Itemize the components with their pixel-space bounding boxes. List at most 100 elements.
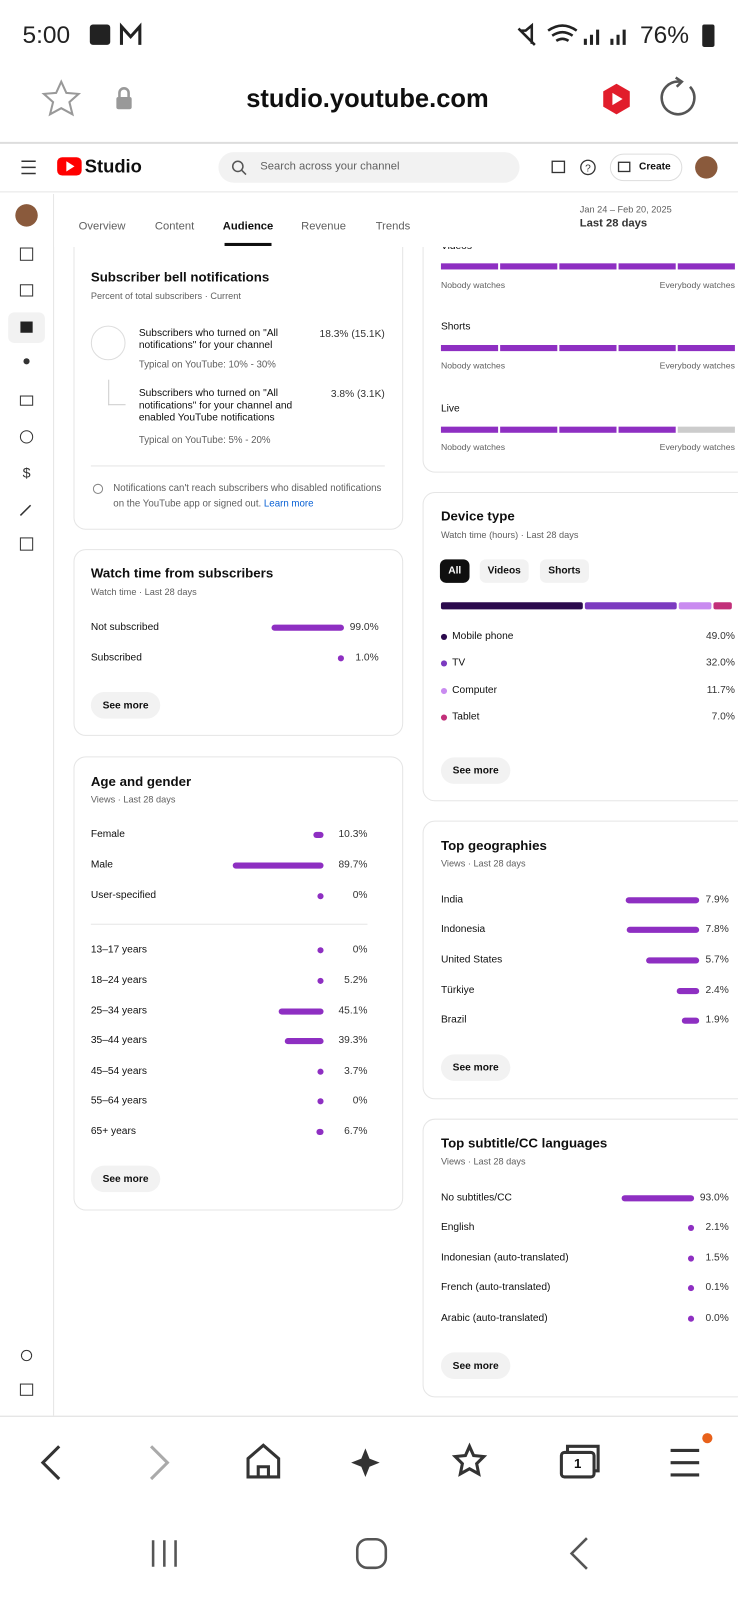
stacked-segment [440,602,583,610]
retention-segment [618,344,676,352]
value-label: 0% [352,890,368,902]
card-title: Subscriber bell notifications [90,269,270,285]
retention-segment [440,426,499,433]
tab[interactable]: Audience [222,220,274,234]
url: studio.youtube.com [246,84,489,114]
card [422,491,738,802]
learn-more-link[interactable]: Learn more [263,498,314,510]
row-label: 55–64 years [90,1095,148,1107]
tab[interactable]: Revenue [301,220,347,234]
status-icons [89,22,715,47]
bar [317,1068,324,1075]
card-subtitle: Views · Last 28 days [440,1156,526,1167]
bell-item-typical: Typical on YouTube: 10% - 30% [138,359,276,371]
row-label: Female [90,828,125,841]
value-label: 0.1% [705,1281,729,1294]
chip[interactable]: Videos [479,559,529,583]
value-label: 1.0% [355,652,379,664]
row-label: French (auto-translated) [440,1281,551,1294]
card-subtitle: Views · Last 28 days [440,857,526,869]
legend-label: TV [452,657,466,669]
card-title: Watch time from subscribers [90,565,274,581]
card [422,1118,738,1398]
value-label: 39.3% [338,1034,368,1047]
tab[interactable]: Overview [78,220,126,234]
search-placeholder: Search across your channel [260,160,400,173]
bottom-nav [0,1415,738,1600]
card-title: Age and gender [90,773,192,790]
section-label: Shorts [440,321,471,333]
value-label: 45.1% [338,1005,368,1017]
scale-max: Everybody watches [659,279,735,290]
chip[interactable]: All [439,559,470,583]
see-more-button[interactable]: See more [440,1352,511,1379]
note: Notifications can't reach subscribers wh… [113,481,389,512]
see-more-button[interactable]: See more [90,692,161,719]
bar [316,1128,324,1136]
divider [90,923,368,925]
retention-segment [677,426,735,433]
row-label: English [440,1221,475,1234]
row-label: No subtitles/CC [440,1192,512,1204]
retention-segment [618,263,676,270]
bar [625,897,700,904]
see-more-button[interactable]: See more [90,1165,161,1193]
tab-count: 1 [574,1455,582,1472]
card [73,247,404,530]
create-button[interactable]: Create [638,161,671,173]
row-label: Male [90,859,113,871]
bar [676,988,700,995]
row-label: Subscribed [90,652,142,664]
scale-min: Nobody watches [440,360,506,371]
row-label: 18–24 years [90,974,148,986]
sidebar [0,193,55,1416]
bar [687,1315,695,1322]
svg-text:?: ? [585,163,591,174]
tab-underline [224,242,272,246]
content-inner: Subscriber bell notifications Percent of … [54,247,738,1416]
date-period[interactable]: Last 28 days [579,217,648,231]
bar [313,831,324,838]
bell-item-value: 18.3% (15.1K) [319,328,385,340]
stacked-segment [713,602,732,610]
bar [317,977,324,984]
note-text: Notifications can't reach subscribers wh… [113,482,382,510]
row-label: 25–34 years [90,1005,148,1017]
legend-dot [440,714,448,721]
bar [317,893,324,900]
divider [90,465,385,467]
tab[interactable]: Content [154,220,195,234]
scale-min: Nobody watches [440,441,506,453]
retention-bar [440,426,735,433]
bar [271,624,344,631]
retention-segment [440,344,499,352]
retention-segment [677,344,735,352]
value-label: 5.7% [705,954,729,966]
retention-segment [500,344,558,352]
connector [108,379,126,406]
value-label: 2.1% [705,1221,729,1234]
tab-bar [54,193,738,248]
row-label: Not subscribed [90,621,159,633]
card [73,756,404,1211]
tab[interactable]: Trends [375,220,411,234]
bar [621,1195,695,1202]
see-more-button[interactable]: See more [440,757,511,784]
card [422,247,738,473]
retention-bar [440,344,735,352]
see-more-button[interactable]: See more [440,1054,511,1081]
retention-segment [559,263,617,270]
row-label: Türkiye [440,984,475,997]
row-label: 35–44 years [90,1034,148,1047]
chip[interactable]: Shorts [539,559,589,583]
value-label: 1.5% [705,1252,729,1264]
bar [687,1255,695,1262]
row-label: Indonesian (auto-translated) [440,1252,569,1264]
card-title: Top subtitle/CC languages [440,1135,608,1151]
value-label: 49.0% [705,630,735,643]
legend-dot [440,633,448,640]
scale-max: Everybody watches [659,441,735,453]
value-label: 7.8% [705,923,729,935]
value-label: 7.0% [711,711,735,723]
